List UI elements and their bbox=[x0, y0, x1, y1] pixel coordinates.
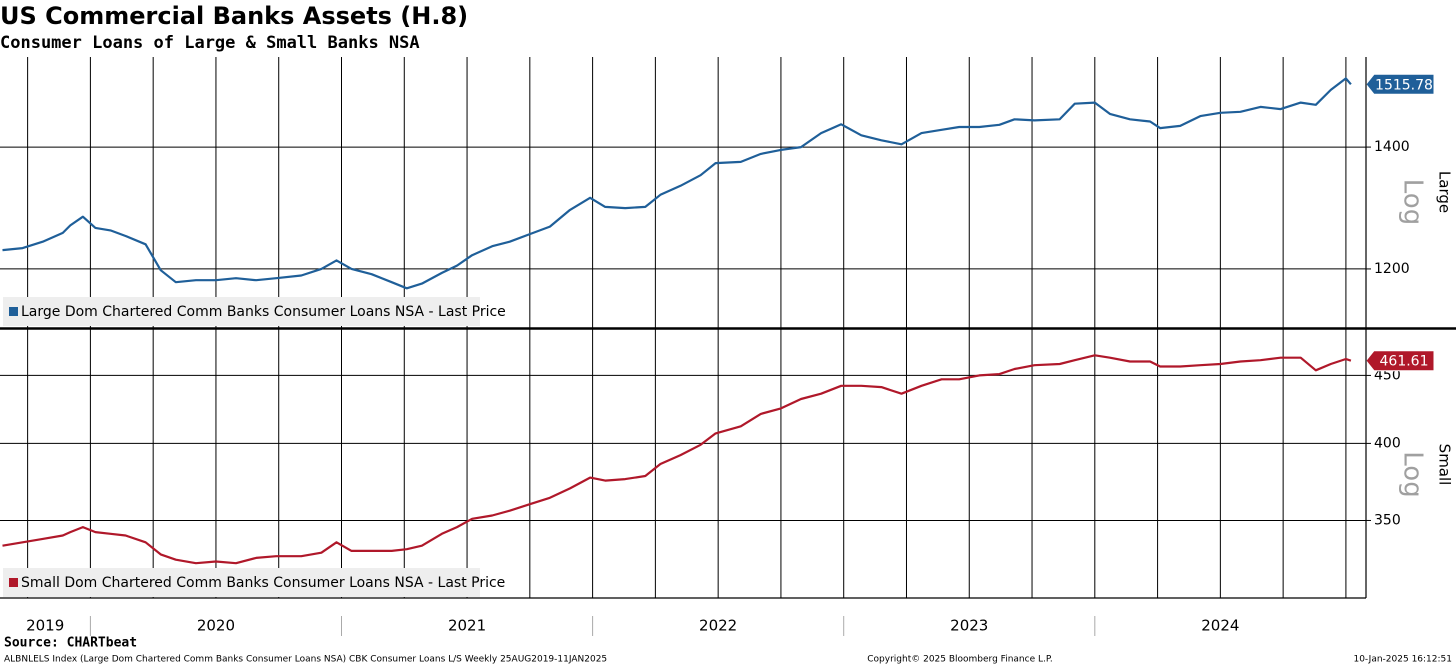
legend-background bbox=[3, 568, 480, 597]
timestamp: 10-Jan-2025 16:12:51 bbox=[1353, 655, 1452, 665]
y-tick-label: 1200 bbox=[1374, 261, 1410, 277]
series-line bbox=[2, 77, 1352, 290]
legend-background bbox=[3, 297, 480, 326]
series-line bbox=[2, 354, 1352, 565]
scale-label: Log bbox=[1398, 179, 1428, 225]
chart-subtitle: Consumer Loans of Large & Small Banks NS… bbox=[0, 33, 420, 53]
legend-label: Large Dom Chartered Comm Banks Consumer … bbox=[21, 304, 506, 320]
source: Source: CHARTbeat bbox=[4, 636, 137, 651]
last-value-label: 1515.78 bbox=[1375, 77, 1433, 93]
x-tick-label: 2020 bbox=[197, 617, 235, 635]
y-tick-label: 350 bbox=[1374, 512, 1401, 528]
panel-label: Large bbox=[1436, 171, 1454, 213]
last-value-label: 461.61 bbox=[1380, 354, 1429, 370]
x-tick-label: 2022 bbox=[699, 617, 737, 635]
description: ALBNLELS Index (Large Dom Chartered Comm… bbox=[4, 655, 607, 665]
copyright: Copyright© 2025 Bloomberg Finance L.P. bbox=[867, 655, 1052, 665]
panel-label: Small bbox=[1436, 444, 1454, 486]
y-tick-label: 450 bbox=[1374, 367, 1401, 383]
last-value-tag bbox=[1365, 350, 1435, 372]
legend: Small Dom Chartered Comm Banks Consumer … bbox=[3, 568, 505, 597]
legend-swatch bbox=[9, 578, 18, 587]
x-tick-label: 2023 bbox=[950, 617, 988, 635]
x-tick-label: 2021 bbox=[448, 617, 486, 635]
scale-label: Log bbox=[1398, 451, 1428, 497]
y-tick-label: 1400 bbox=[1374, 139, 1410, 155]
legend: Large Dom Chartered Comm Banks Consumer … bbox=[3, 297, 506, 326]
last-value-tag bbox=[1365, 73, 1435, 95]
legend-label: Small Dom Chartered Comm Banks Consumer … bbox=[21, 575, 505, 591]
chart-title: US Commercial Banks Assets (H.8) bbox=[0, 2, 468, 30]
x-tick-label: 2019 bbox=[26, 617, 64, 635]
y-tick-label: 400 bbox=[1374, 435, 1401, 451]
legend-swatch bbox=[9, 307, 18, 316]
x-tick-label: 2024 bbox=[1201, 617, 1239, 635]
